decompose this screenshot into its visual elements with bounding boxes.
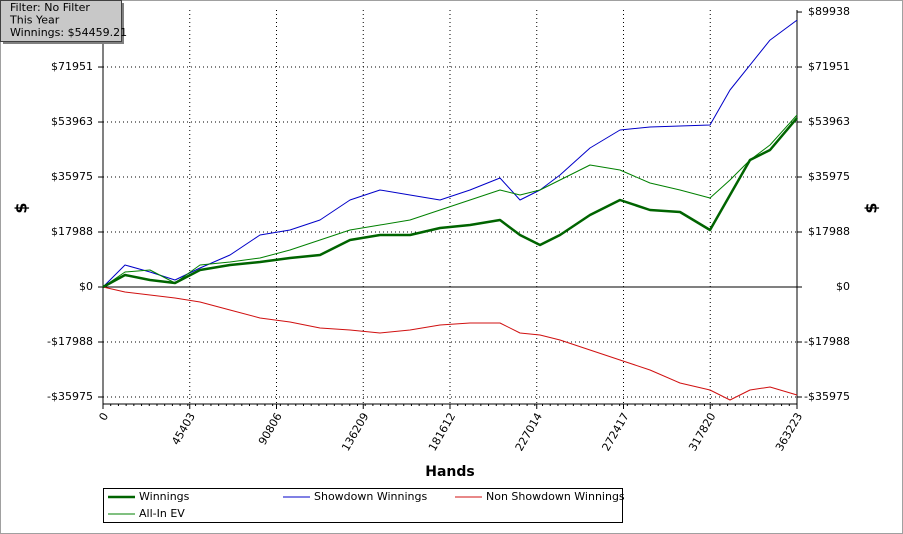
y2-tick-label: $35975 xyxy=(808,170,850,183)
y2-tick-label: $17988 xyxy=(808,225,850,238)
y2-tick-label: $0 xyxy=(836,280,850,293)
y-tick-label: $35975 xyxy=(51,170,93,183)
series-line xyxy=(102,117,798,289)
legend xyxy=(103,488,623,523)
y-axis-label: $ xyxy=(12,202,31,213)
filter-box xyxy=(0,0,122,42)
legend-label: Showdown Winnings xyxy=(314,490,428,503)
y2-tick-label: $53963 xyxy=(808,115,850,128)
series-line xyxy=(102,114,798,288)
filter-text: Winnings: $54459.21 xyxy=(10,26,127,39)
series-line xyxy=(102,286,798,401)
y-tick-label: $53963 xyxy=(51,115,93,128)
filter-text: Filter: No Filter xyxy=(10,1,90,14)
y2-tick-label: -$35975 xyxy=(804,390,850,403)
x-axis-label: Hands xyxy=(425,464,475,480)
legend-label: Non Showdown Winnings xyxy=(486,490,625,503)
y2-tick-label: $89938 xyxy=(808,5,850,18)
y2-tick-label: -$17988 xyxy=(804,335,850,348)
y-tick-label: -$35975 xyxy=(47,390,93,403)
filter-text: This Year xyxy=(9,14,60,27)
y-tick-label: -$17988 xyxy=(47,335,93,348)
y2-tick-label: $71951 xyxy=(808,60,850,73)
legend-label: Winnings xyxy=(139,490,190,503)
legend-label: All-In EV xyxy=(139,507,185,520)
y2-axis-label: $ xyxy=(862,202,881,213)
y-tick-label: $71951 xyxy=(51,60,93,73)
y-tick-label: $17988 xyxy=(51,225,93,238)
y-tick-label: $0 xyxy=(79,280,93,293)
